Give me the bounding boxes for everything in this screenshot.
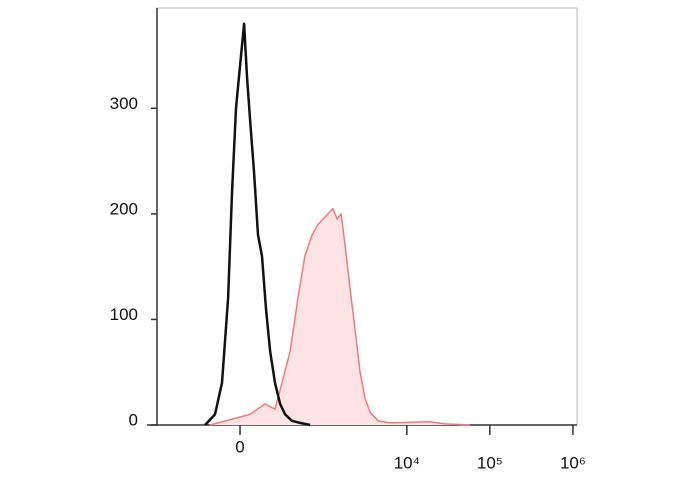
x-tick-label: 10⁶	[560, 453, 586, 472]
x-tick-label: 0	[235, 437, 244, 456]
y-tick-label: 0	[129, 410, 138, 429]
x-tick-label: 10⁴	[394, 453, 420, 472]
histogram-area	[210, 208, 471, 425]
plot-frame	[156, 7, 578, 426]
y-tick-label: 200	[110, 199, 138, 218]
y-tick-label: 300	[110, 94, 138, 113]
x-tick-label: 10⁵	[477, 453, 503, 472]
y-tick-label: 100	[110, 305, 138, 324]
histogram-line	[204, 22, 311, 427]
histogram-line	[209, 207, 471, 426]
